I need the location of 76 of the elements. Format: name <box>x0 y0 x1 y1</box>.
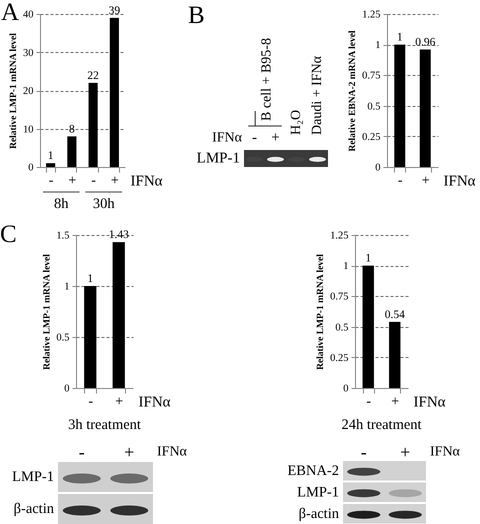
y-tick-label: 0 <box>28 162 34 174</box>
y-tick-label: 20 <box>23 86 34 97</box>
y-tick-label: 0 <box>64 384 70 394</box>
data-label: 1 <box>396 32 403 44</box>
text: 8h <box>54 196 70 212</box>
y-tick-label: 1 <box>64 282 70 292</box>
category-label: β-actin <box>14 501 54 517</box>
data-label: 22 <box>87 70 100 82</box>
y-tick-label: 40 <box>23 10 34 20</box>
x-tick-label: - <box>366 394 372 410</box>
x-tick-label: + <box>115 394 124 410</box>
chart-title: C <box>0 221 17 248</box>
x-tick-label: + <box>391 394 400 410</box>
x-axis-title: IFNα <box>138 394 171 410</box>
chart-title: A <box>1 0 20 26</box>
category-label: H₂O <box>289 110 304 135</box>
y-tick-label: 0.75 <box>330 292 348 303</box>
category-label: LMP-1 <box>12 469 54 485</box>
category-label: LMP-1 <box>297 484 339 500</box>
category-label: + <box>271 130 280 146</box>
y-tick-label: 1.5 <box>56 230 70 242</box>
y-tick-label: 1 <box>343 261 348 272</box>
x-tick-label: - <box>398 174 403 188</box>
y-axis-title: Relative LMP-1 mRNA level <box>42 254 52 370</box>
y-tick-label: 10 <box>23 124 34 136</box>
bar <box>88 82 98 167</box>
category-label: + <box>124 442 134 462</box>
category-label: - <box>78 442 85 462</box>
x-tick-label: - <box>91 174 96 188</box>
x-tick-label: + <box>68 174 76 188</box>
y-tick-label: 30 <box>23 48 34 59</box>
data-label: 1 <box>87 273 94 285</box>
y-axis-title: Relative EBNA-2 mRNA level <box>348 30 358 152</box>
y-tick-label: 1.25 <box>362 10 380 20</box>
y-tick-label: 0 <box>375 162 380 174</box>
y-axis-title: Relative LMP-1 mRNA level <box>316 254 326 370</box>
text: 30h <box>92 196 116 212</box>
data-label: 39 <box>108 4 120 17</box>
text: IFNα <box>430 444 461 460</box>
category-label: Daudi + IFNα <box>310 55 325 135</box>
x-axis-title: IFNα <box>130 174 163 190</box>
y-tick-label: 0.5 <box>335 322 348 334</box>
text: B cell + B95-8 <box>260 38 274 121</box>
x-tick-label: - <box>48 174 54 188</box>
y-tick-label: 0.75 <box>362 70 380 82</box>
category-label: EBNA-2 <box>287 462 339 479</box>
y-tick-label: 0.25 <box>362 132 380 143</box>
y-axis-title: Relative LMP-1 mRNA level <box>9 32 19 149</box>
text: 24h treatment <box>341 417 422 433</box>
text: 3h treatment <box>68 417 141 433</box>
y-tick-label: 0 <box>343 384 348 394</box>
category-label: + <box>400 442 410 462</box>
text: IFNα <box>212 130 243 146</box>
data-label: 0.54 <box>384 308 406 321</box>
x-axis-title: IFNα <box>444 174 476 190</box>
data-label: 1 <box>48 150 54 162</box>
bar <box>46 163 56 167</box>
y-tick-label: 0.5 <box>367 101 380 112</box>
bar <box>110 18 119 167</box>
y-tick-label: 0.5 <box>56 332 70 344</box>
y-tick-label: 0.25 <box>330 352 348 364</box>
category-label: β-actin <box>298 506 339 522</box>
data-label: 1.43 <box>108 229 130 242</box>
data-label: 0.96 <box>415 36 436 48</box>
text: B <box>188 2 205 29</box>
x-tick-label: - <box>88 394 94 410</box>
x-tick-label: + <box>110 174 119 188</box>
category-label: - <box>360 442 367 462</box>
y-tick-label: 1.25 <box>330 230 348 242</box>
text: IFNα <box>157 444 188 460</box>
x-axis-title: IFNα <box>414 394 446 410</box>
bar <box>67 136 76 167</box>
category-label: LMP-1 <box>196 150 240 166</box>
y-tick-label: 1 <box>375 40 380 52</box>
category-label: - <box>252 130 257 146</box>
x-tick-label: + <box>422 174 430 188</box>
